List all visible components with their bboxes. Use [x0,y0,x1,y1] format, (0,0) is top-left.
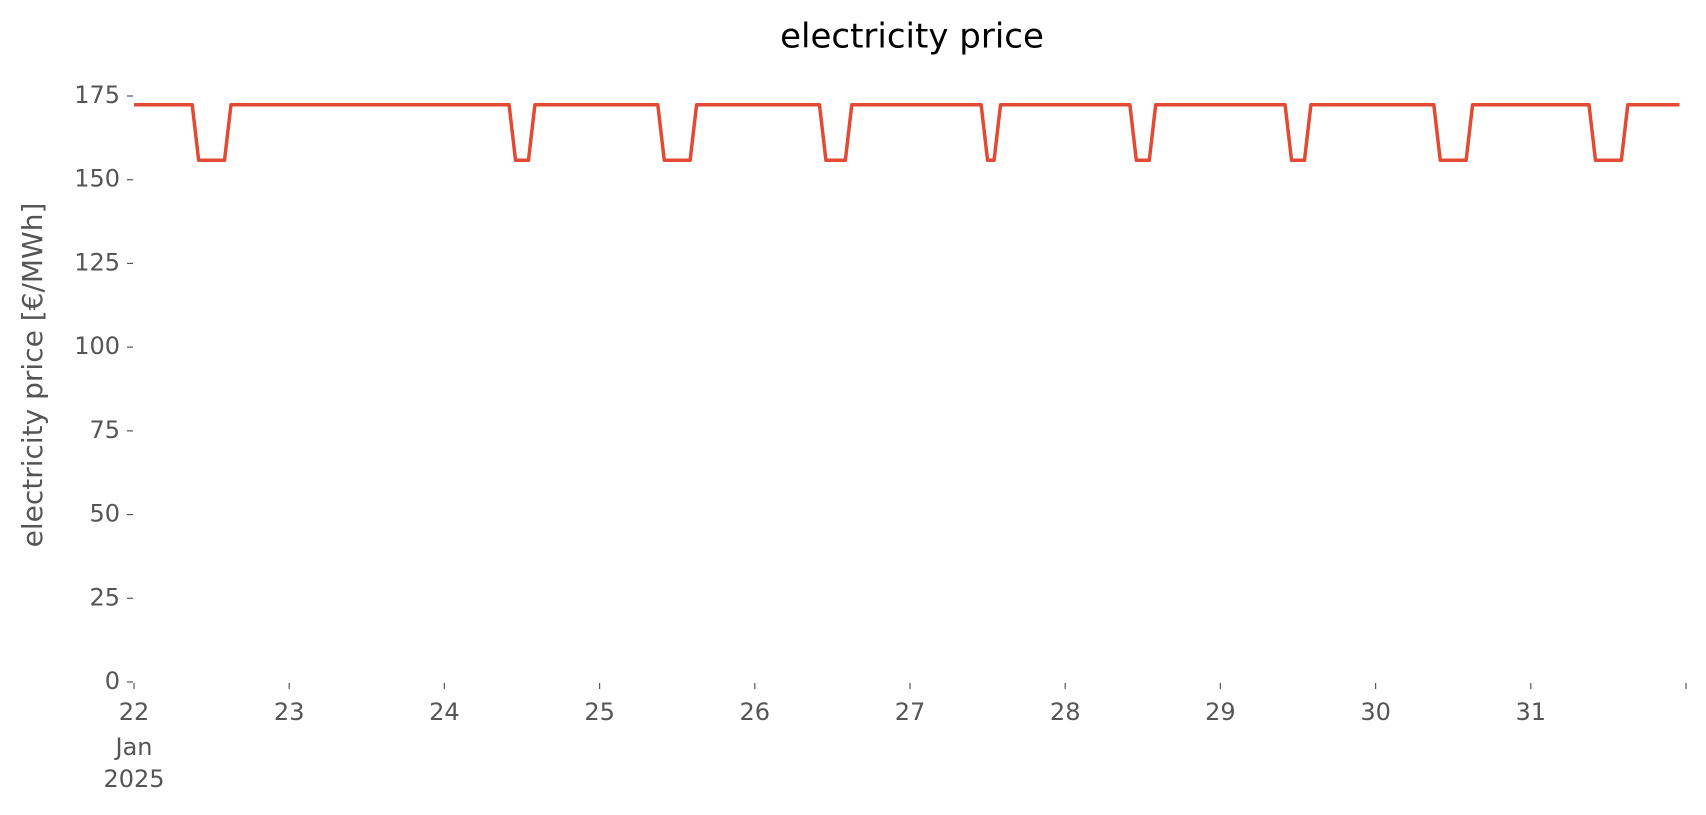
x-tick-label: 26 [740,698,771,726]
y-tick-label: 150 [74,165,120,193]
x-tick-label: 29 [1205,698,1236,726]
y-tick-label: 25 [89,583,120,611]
chart-title: electricity price [780,17,1044,57]
y-tick-label: 0 [105,667,120,695]
x-tick-label: 30 [1360,698,1391,726]
x-tick-label: 28 [1050,698,1081,726]
x-tick-label: 24 [429,698,460,726]
x-tick-label: 23 [274,698,305,726]
y-tick-label: 125 [74,248,120,276]
price-line [134,102,1680,163]
x-tick-label: 27 [895,698,926,726]
x-tick-label: 31 [1516,698,1547,726]
x-tick-label: 25 [584,698,615,726]
x-tick-label: 22 [119,698,150,726]
x-tick-sublabel: 2025 [103,765,164,793]
y-tick-label: 175 [74,81,120,109]
y-axis-label: electricity price [€/MWh] [16,203,49,548]
y-tick-label: 50 [89,500,120,528]
x-tick-sublabel: Jan [114,733,153,761]
y-tick-label: 100 [74,332,120,360]
y-tick-label: 75 [89,416,120,444]
